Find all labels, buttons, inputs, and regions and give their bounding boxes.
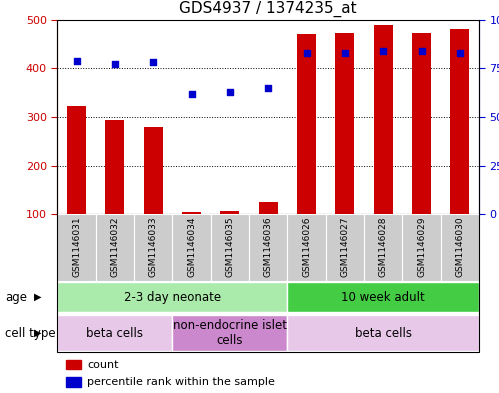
Bar (105, 120, 124, 214)
Bar (66, 360, 80, 369)
Bar (66, 377, 80, 387)
Bar (287, 283, 479, 312)
Text: GSM1146035: GSM1146035 (226, 216, 235, 277)
Bar (364, 214, 402, 281)
Bar (220, 211, 240, 214)
Bar (326, 214, 364, 281)
Point (341, 50, 349, 56)
Bar (182, 212, 201, 214)
Bar (57, 315, 172, 351)
Point (188, 90, 196, 97)
Text: non-endocrine islet
cells: non-endocrine islet cells (173, 319, 287, 347)
Bar (297, 34, 316, 214)
Text: beta cells: beta cells (355, 327, 412, 340)
Bar (211, 214, 249, 281)
Text: GSM1146026: GSM1146026 (302, 216, 311, 277)
Text: cell type: cell type (5, 327, 55, 340)
Bar (402, 214, 441, 281)
Bar (249, 214, 287, 281)
Text: GSM1146029: GSM1146029 (417, 216, 426, 277)
Text: age: age (5, 290, 27, 304)
Point (379, 48, 387, 54)
Title: GDS4937 / 1374235_at: GDS4937 / 1374235_at (180, 1, 357, 17)
Text: GSM1146031: GSM1146031 (72, 216, 81, 277)
Text: 2-3 day neonate: 2-3 day neonate (124, 290, 221, 304)
Bar (412, 33, 431, 214)
Bar (335, 33, 354, 214)
Text: ▶: ▶ (34, 328, 41, 338)
Bar (57, 214, 96, 281)
Bar (172, 214, 211, 281)
Text: ▶: ▶ (34, 292, 41, 302)
Bar (67, 106, 86, 214)
Point (264, 84, 272, 91)
Point (418, 48, 426, 54)
Bar (450, 29, 470, 214)
Bar (134, 214, 172, 281)
Bar (96, 214, 134, 281)
Bar (144, 127, 163, 214)
Text: GSM1146030: GSM1146030 (456, 216, 465, 277)
Text: percentile rank within the sample: percentile rank within the sample (87, 377, 275, 387)
Point (226, 88, 234, 95)
Point (111, 61, 119, 68)
Bar (258, 202, 278, 214)
Text: GSM1146034: GSM1146034 (187, 216, 196, 277)
Bar (441, 214, 479, 281)
Text: GSM1146032: GSM1146032 (110, 216, 119, 277)
Point (456, 50, 464, 56)
Text: beta cells: beta cells (86, 327, 143, 340)
Point (72, 57, 80, 64)
Bar (287, 214, 326, 281)
Text: GSM1146027: GSM1146027 (340, 216, 349, 277)
Bar (287, 315, 479, 351)
Text: 10 week adult: 10 week adult (341, 290, 425, 304)
Text: GSM1146036: GSM1146036 (263, 216, 273, 277)
Point (149, 59, 157, 66)
Text: GSM1146028: GSM1146028 (379, 216, 388, 277)
Text: count: count (87, 360, 118, 369)
Bar (172, 315, 287, 351)
Text: GSM1146033: GSM1146033 (149, 216, 158, 277)
Bar (374, 24, 393, 214)
Bar (57, 283, 287, 312)
Point (302, 50, 310, 56)
